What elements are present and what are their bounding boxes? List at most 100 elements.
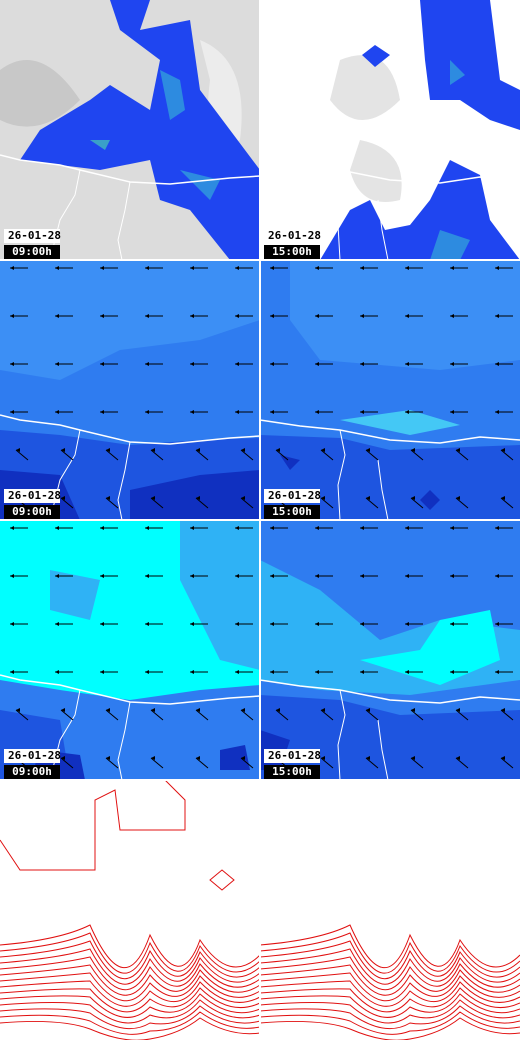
wind-arrow-head: [55, 670, 59, 674]
wind-arrow-head: [241, 448, 245, 452]
wind-arrow-head: [145, 362, 149, 366]
field-area: [0, 60, 80, 127]
wind-arrow-head: [61, 496, 65, 500]
wind-arrow-head: [100, 574, 104, 578]
wind-arrow-head: [61, 756, 65, 760]
contour: [0, 924, 261, 968]
wind-arrow: [105, 449, 119, 461]
time-box: [264, 245, 320, 259]
contour: [0, 980, 261, 1007]
wind-arrow-head: [151, 448, 155, 452]
coastline: [259, 419, 520, 444]
field-area: [360, 610, 500, 685]
field-area: [450, 60, 465, 85]
wind-arrow-head: [360, 410, 364, 414]
wind-arrow-head: [10, 526, 14, 530]
wind-arrow-head: [190, 266, 194, 270]
field-area: [290, 260, 520, 370]
contour: [0, 956, 261, 991]
border: [337, 689, 346, 781]
wind-arrow: [365, 709, 379, 721]
contour: [259, 1005, 520, 1030]
field-area: [340, 410, 460, 435]
wind-arrow-head: [495, 574, 499, 578]
wind-arrow-head: [16, 708, 20, 712]
contour: [259, 1017, 520, 1040]
wind-arrow-head: [456, 708, 460, 712]
wind-arrow-head: [190, 622, 194, 626]
wind-arrow-head: [55, 410, 59, 414]
wind-arrow-head: [10, 670, 14, 674]
time-box: [4, 765, 60, 779]
wind-arrow-head: [456, 756, 460, 760]
time-label: 09:00h: [12, 245, 52, 258]
date-label: 26-01-28: [8, 489, 61, 502]
map-panel: 26-01-28 15:00h: [259, 0, 520, 261]
field-area: [330, 55, 400, 120]
wind-arrow: [320, 449, 334, 461]
wind-arrow-head: [145, 266, 149, 270]
wind-arrow-head: [190, 314, 194, 318]
wind-arrow: [410, 709, 424, 721]
wind-arrow-head: [235, 266, 239, 270]
field-area: [420, 490, 440, 510]
border: [117, 181, 131, 261]
map-panel: 26-01-28 09:00h: [0, 0, 261, 261]
wind-arrow-head: [241, 708, 245, 712]
map-panel: [259, 780, 520, 1040]
wind-arrow-head: [10, 622, 14, 626]
wind-arrow-head: [495, 526, 499, 530]
wind-arrow-head: [405, 526, 409, 530]
wind-arrow-head: [366, 448, 370, 452]
wind-arrow: [500, 757, 514, 769]
border: [337, 429, 346, 521]
wind-arrow-head: [450, 314, 454, 318]
field-area: [50, 570, 100, 620]
date-box: [4, 229, 60, 243]
date-box: [4, 489, 60, 503]
wind-arrow-head: [360, 266, 364, 270]
wind-arrow-head: [100, 266, 104, 270]
border: [337, 169, 346, 261]
wind-arrow-head: [270, 314, 274, 318]
border: [117, 701, 131, 781]
field-area: [280, 455, 300, 470]
date-box: [264, 749, 320, 763]
wind-arrow: [195, 497, 209, 509]
wind-arrow-head: [315, 526, 319, 530]
date-label: 26-01-28: [268, 229, 321, 242]
date-label: 26-01-28: [8, 229, 61, 242]
wind-arrow-head: [450, 362, 454, 366]
field-area: [350, 140, 402, 202]
wind-arrow-head: [235, 526, 239, 530]
map-panel: 26-01-28 15:00h: [259, 260, 520, 521]
contour: [209, 869, 235, 891]
wind-arrow-head: [106, 496, 110, 500]
wind-arrow: [455, 497, 469, 509]
contour: [0, 1005, 261, 1030]
wind-arrow-head: [276, 708, 280, 712]
wind-arrow-head: [196, 708, 200, 712]
time-box: [264, 765, 320, 779]
wind-arrow-head: [405, 670, 409, 674]
wind-arrow-head: [145, 314, 149, 318]
border: [377, 459, 389, 521]
wind-arrow-head: [100, 362, 104, 366]
wind-arrow-head: [145, 670, 149, 674]
wind-arrow-head: [501, 708, 505, 712]
wind-arrow-head: [315, 314, 319, 318]
coastline: [259, 159, 520, 184]
wind-arrow: [500, 497, 514, 509]
wind-arrow: [60, 709, 74, 721]
contour: [259, 948, 520, 985]
wind-arrow-head: [495, 410, 499, 414]
wind-arrow-head: [315, 410, 319, 414]
contour: [259, 940, 520, 980]
wind-arrow-head: [190, 362, 194, 366]
wind-arrow: [105, 757, 119, 769]
contour: [259, 993, 520, 1018]
wind-arrow-head: [100, 526, 104, 530]
contour: [259, 972, 520, 1002]
wind-arrow-head: [315, 362, 319, 366]
contour: [259, 999, 520, 1024]
